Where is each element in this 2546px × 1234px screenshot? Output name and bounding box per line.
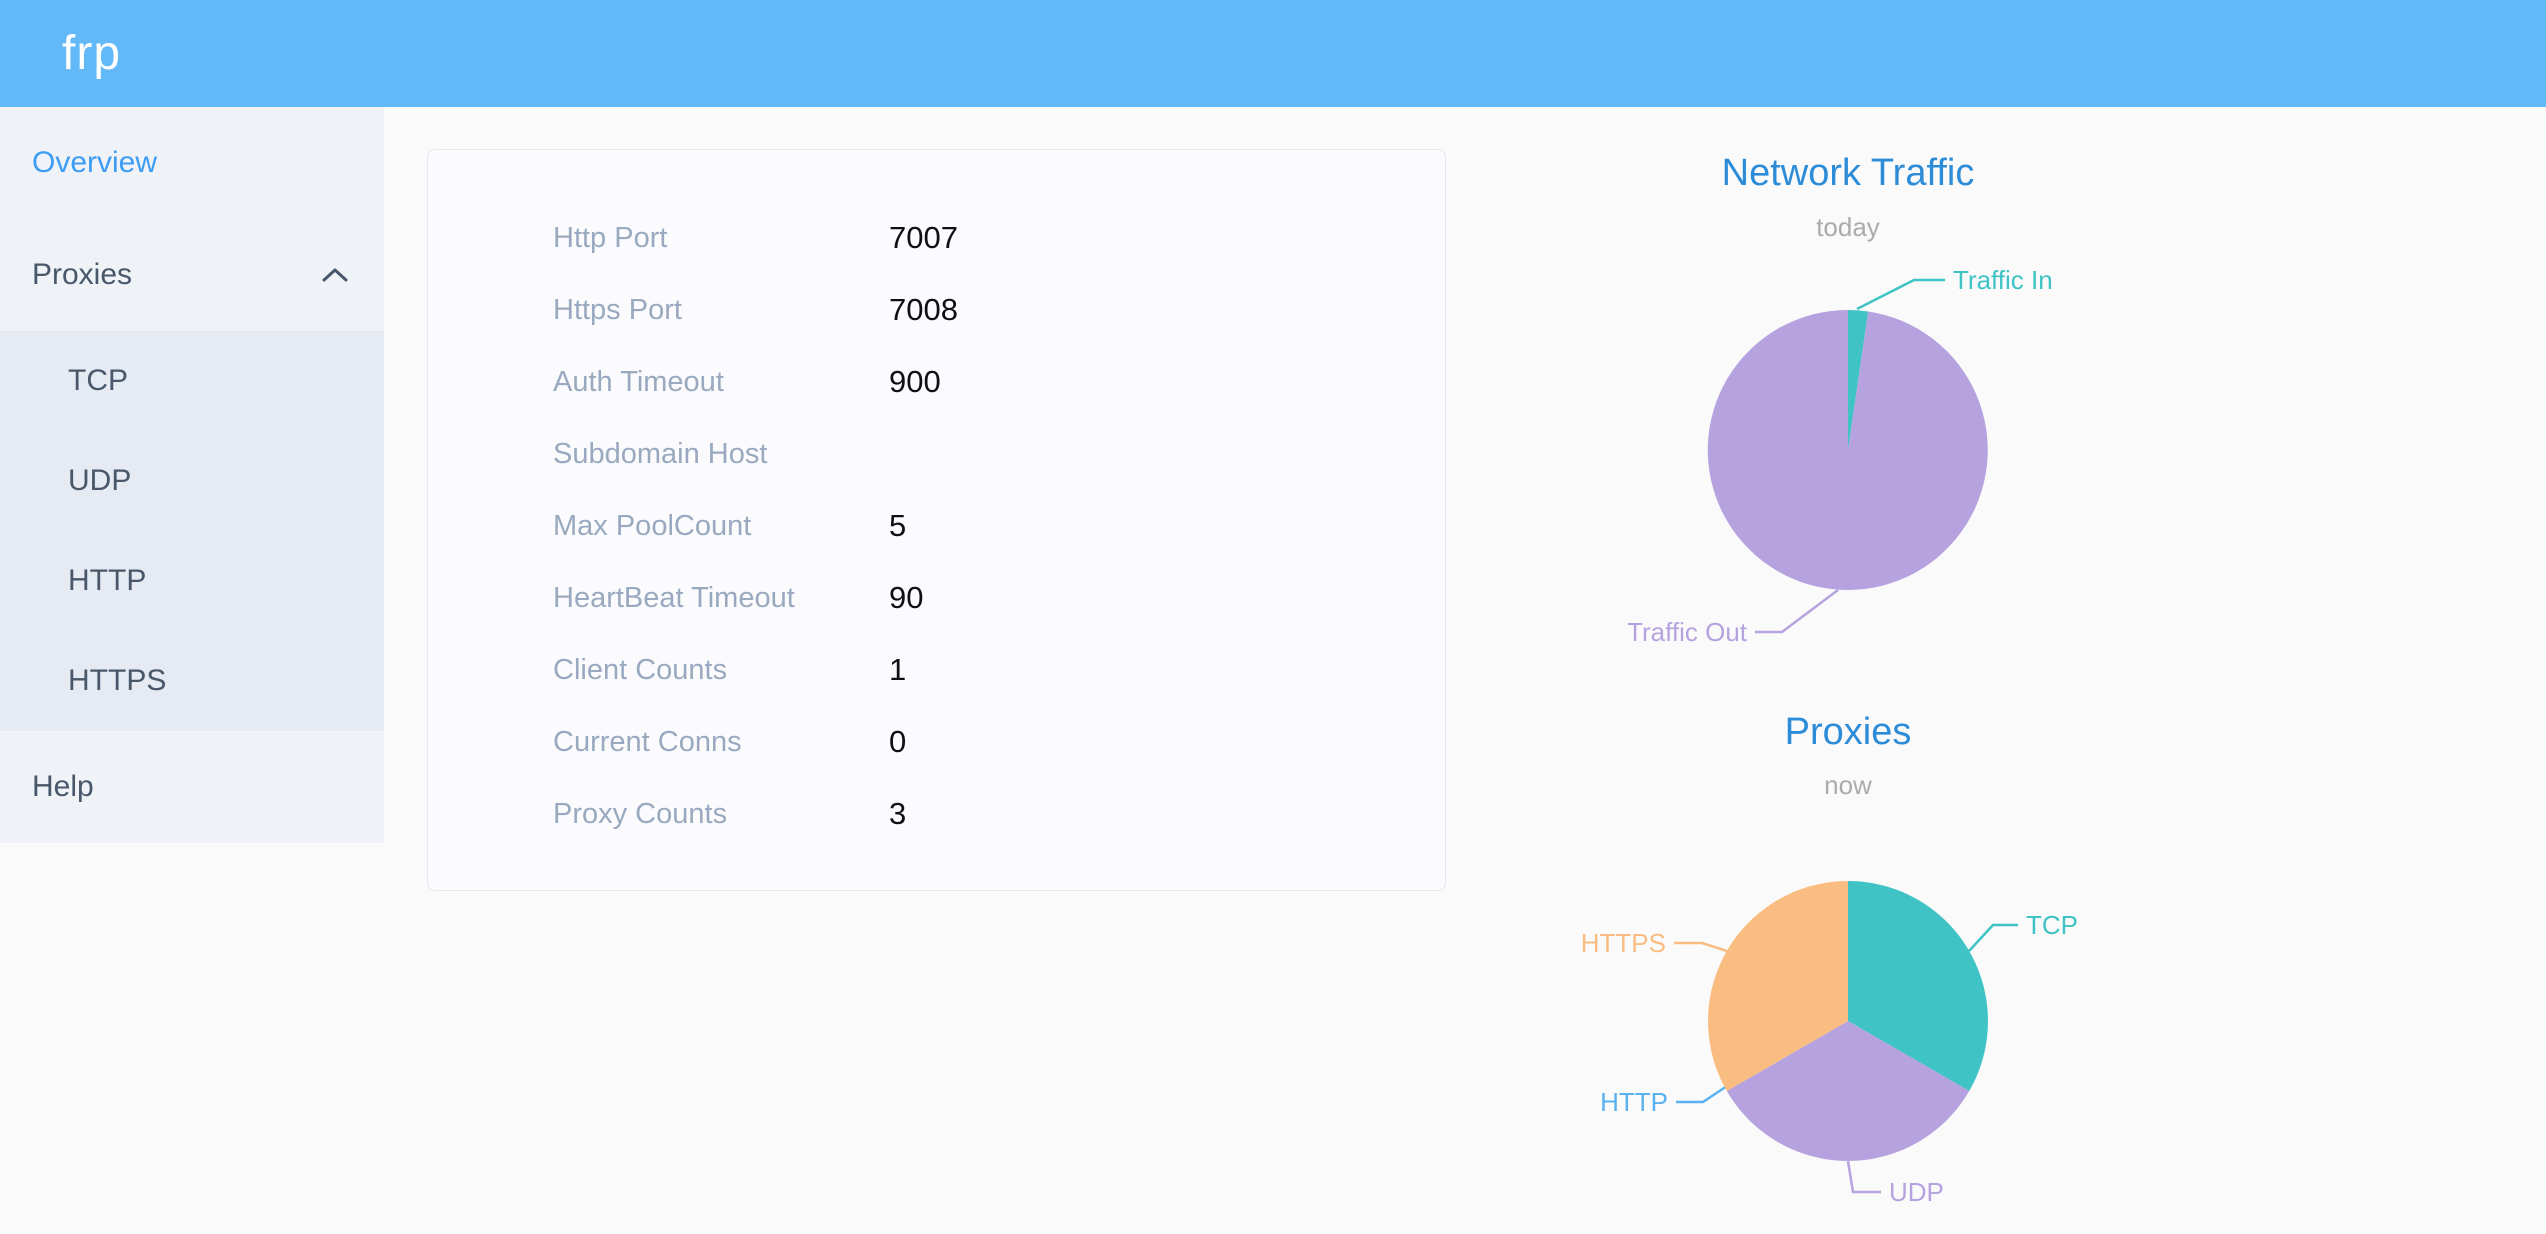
pie-label-line-traffic-in [1856,278,1945,311]
info-value: 7008 [889,292,958,327]
info-label: HeartBeat Timeout [553,581,795,614]
info-value: 7007 [889,220,958,255]
info-label: Subdomain Host [553,437,768,470]
proxies-pie-chart: TCP UDP HTTP HTTPS [1581,881,2078,1207]
sidebar-item-udp[interactable]: UDP [68,464,132,497]
info-value: 900 [889,364,941,399]
info-row-current-conns: Current Conns 0 [428,706,1445,778]
sidebar: Overview Proxies TCP UDP HTTP HTTPS Help [0,107,384,843]
pie-label-https: HTTPS [1581,928,1666,958]
chevron-up-icon [322,268,348,282]
proxies-chart-subtitle: now [1824,770,1872,800]
sidebar-item-overview[interactable]: Overview [32,146,158,179]
sidebar-item-https[interactable]: HTTPS [68,664,167,697]
info-label: Client Counts [553,653,728,686]
pie-label-line-https [1674,941,1728,953]
sidebar-item-proxies-label: Proxies [32,258,133,291]
info-row-subdomain-host: Subdomain Host [428,418,1445,490]
pie-label-traffic-out: Traffic Out [1627,617,1748,647]
pie-label-tcp: TCP [2026,910,2078,940]
pie-slice-https[interactable] [1708,881,1848,1091]
sidebar-item-tcp[interactable]: TCP [68,364,128,397]
info-label: Http Port [553,221,668,254]
info-value: 5 [889,508,907,543]
pie-slice-udp[interactable] [1726,1021,1970,1161]
pie-slice-traffic-out[interactable] [1707,309,1988,590]
pie-label-traffic-in: Traffic In [1953,265,2053,295]
info-row-proxy-counts: Proxy Counts 3 [428,778,1445,850]
pie-slice-traffic-in[interactable] [1848,310,1869,450]
app-header: frp [0,0,2546,107]
app-logo: frp [62,27,122,80]
info-row-heartbeat-timeout: HeartBeat Timeout 90 [428,562,1445,634]
network-traffic-pie-chart: Traffic In Traffic Out [1627,265,2053,647]
sidebar-item-proxies[interactable]: Proxies [0,219,384,331]
info-row-auth-timeout: Auth Timeout 900 [428,346,1445,418]
info-label: Auth Timeout [553,365,724,398]
pie-label-udp: UDP [1889,1177,1944,1207]
proxies-submenu: TCP UDP HTTP HTTPS [0,331,384,731]
pie-label-line-traffic-out [1755,589,1839,634]
proxies-chart-title: Proxies [1784,711,1912,753]
info-label: Https Port [553,293,682,326]
pie-label-line-http [1676,1084,1728,1104]
pie-label-line-tcp [1968,923,2018,952]
pie-label-line-udp [1846,1160,1881,1194]
info-label: Current Conns [553,725,742,758]
info-value: 90 [889,580,924,615]
info-value: 3 [889,796,907,831]
info-row-http-port: Http Port 7007 [428,202,1445,274]
pie-label-http: HTTP [1600,1087,1668,1117]
info-row-client-counts: Client Counts 1 [428,634,1445,706]
info-row-https-port: Https Port 7008 [428,274,1445,346]
server-info-card: Http Port 7007 Https Port 7008 Auth Time… [427,149,1446,891]
network-traffic-chart-subtitle: today [1816,212,1880,242]
info-label: Proxy Counts [553,797,728,830]
pie-slice-tcp[interactable] [1848,881,1988,1091]
sidebar-item-help[interactable]: Help [32,770,94,803]
info-row-max-poolcount: Max PoolCount 5 [428,490,1445,562]
info-value: 1 [889,652,907,687]
sidebar-item-http[interactable]: HTTP [68,564,147,597]
network-traffic-chart-title: Network Traffic [1721,152,1975,194]
info-value: 0 [889,724,907,759]
info-label: Max PoolCount [553,509,752,542]
